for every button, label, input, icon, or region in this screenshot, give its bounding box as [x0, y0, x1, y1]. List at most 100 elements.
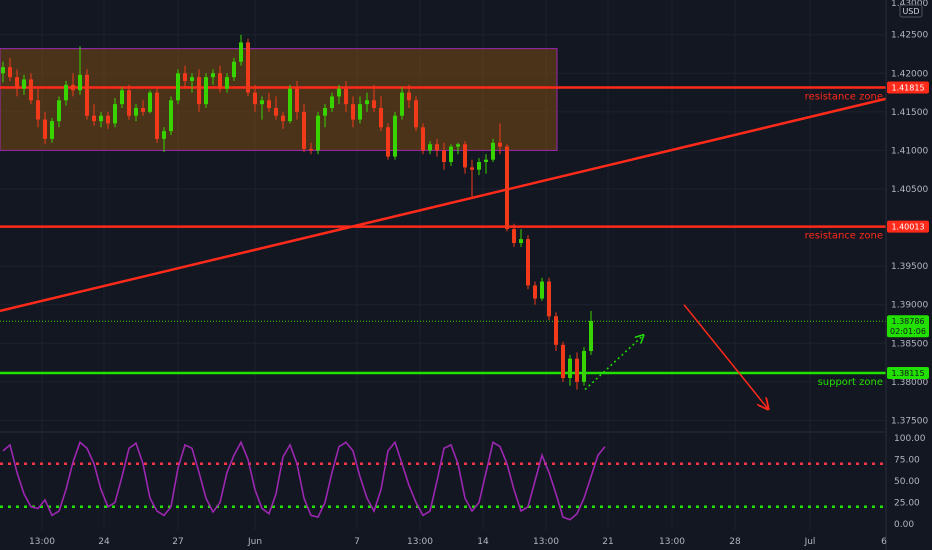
candle-body	[176, 73, 180, 101]
price-tick-label: 1.41500	[891, 108, 928, 118]
projection-arrow[interactable]	[584, 336, 643, 391]
candle-body	[29, 79, 33, 101]
candle-body	[57, 100, 61, 122]
candle-body	[15, 77, 19, 89]
range-box-rect	[0, 48, 558, 151]
time-tick-label: 27	[172, 537, 183, 547]
candle-body	[92, 115, 96, 122]
oscillator-tick-label: 0.00	[894, 520, 914, 530]
time-tick-label: 7	[354, 537, 360, 547]
candle-body	[435, 144, 439, 151]
candle-body	[113, 104, 117, 124]
candle-body	[134, 108, 138, 116]
candle-body	[50, 121, 54, 139]
time-tick-label: 13:00	[533, 537, 559, 547]
candle-body	[232, 61, 236, 78]
candle-body	[470, 167, 474, 170]
candle-body	[99, 115, 103, 122]
trendline[interactable]	[0, 97, 887, 313]
candle-body	[274, 108, 278, 116]
candle-body	[295, 88, 299, 112]
candle-body	[358, 104, 362, 120]
time-tick-label: 13:00	[29, 537, 55, 547]
oscillator-tick-label: 100.00	[894, 434, 926, 444]
zone-label: resistance zone	[805, 92, 883, 103]
forecast-arrow[interactable]	[683, 304, 768, 409]
price-tick-label: 1.39000	[891, 301, 928, 311]
level-price-tag	[887, 220, 929, 233]
candle-body	[260, 100, 264, 105]
zone-label: resistance zone	[805, 231, 883, 242]
price-tick-label: 1.37500	[891, 416, 928, 426]
candle-body	[393, 115, 397, 157]
candle-body	[449, 146, 453, 162]
time-axis[interactable]: 13:00 24 27 Jun 7 13:00 14 13:00 21 13:00 28 Jul 6	[29, 537, 887, 547]
candle-body	[120, 90, 124, 105]
candle-body	[498, 142, 502, 147]
candle-body	[218, 73, 222, 89]
candle-body	[211, 73, 215, 78]
candle-body	[561, 344, 565, 378]
time-tick-label: 28	[729, 537, 741, 547]
currency-badge[interactable]: USD	[899, 4, 923, 18]
candle-body	[246, 42, 250, 93]
candle-body	[407, 92, 411, 101]
bar-countdown: 02:01:06	[890, 327, 926, 336]
candle-body	[463, 144, 467, 168]
candle-body	[554, 316, 558, 345]
candle-body	[491, 142, 495, 160]
oscillator-pane	[0, 440, 886, 521]
time-tick-label: 13:00	[659, 537, 685, 547]
candle-body	[519, 239, 523, 243]
candle-body	[43, 119, 47, 139]
candle-body	[428, 144, 432, 151]
candle-body	[379, 108, 383, 128]
oscillator-axis[interactable]: 100.00 75.00 50.00 25.00 0.00	[894, 434, 926, 530]
candle-body	[365, 100, 369, 105]
candle-body	[169, 100, 173, 132]
candle-body	[253, 92, 257, 105]
candle-body	[71, 84, 75, 91]
candle-body	[484, 159, 488, 162]
candle-body	[323, 108, 327, 116]
price-tick-label: 1.42500	[891, 31, 928, 41]
candle-body	[155, 92, 159, 139]
candles	[1, 34, 593, 390]
candle-body	[540, 281, 544, 299]
candle-body	[281, 115, 285, 122]
oscillator-tick-label: 25.00	[894, 499, 920, 509]
price-tick-label: 1.41000	[891, 146, 928, 156]
price-tick-label: 1.42000	[891, 69, 928, 79]
candle-body	[78, 74, 82, 91]
current-price-value: 1.38786	[891, 317, 924, 326]
time-tick-label: 6	[881, 537, 887, 547]
oscillator-tick-label: 75.00	[894, 456, 920, 466]
candle-body	[302, 111, 306, 149]
candle-body	[421, 127, 425, 151]
projection-lines[interactable]	[584, 304, 768, 409]
price-tick-label: 1.38000	[891, 378, 928, 388]
candle-body	[512, 229, 516, 243]
candle-body	[456, 144, 460, 147]
candle-body	[85, 74, 89, 116]
candle-body	[64, 84, 68, 101]
candle-body	[36, 100, 40, 120]
candle-body	[197, 77, 201, 105]
level-price-tag-text: 1.40013	[891, 223, 924, 232]
candle-body	[225, 77, 229, 89]
candle-body	[400, 92, 404, 116]
candle-body	[127, 90, 131, 116]
candle-body	[386, 127, 390, 157]
candle-body	[316, 115, 320, 151]
candle-body	[162, 131, 166, 139]
candle-body	[589, 320, 593, 351]
candle-body	[288, 88, 292, 122]
level-price-tag	[887, 81, 929, 94]
trendline-line[interactable]	[0, 97, 887, 313]
time-tick-label: Jun	[247, 537, 262, 547]
candle-body	[533, 285, 537, 299]
candle-body	[204, 77, 208, 105]
price-tick-label: 1.38500	[891, 339, 928, 349]
